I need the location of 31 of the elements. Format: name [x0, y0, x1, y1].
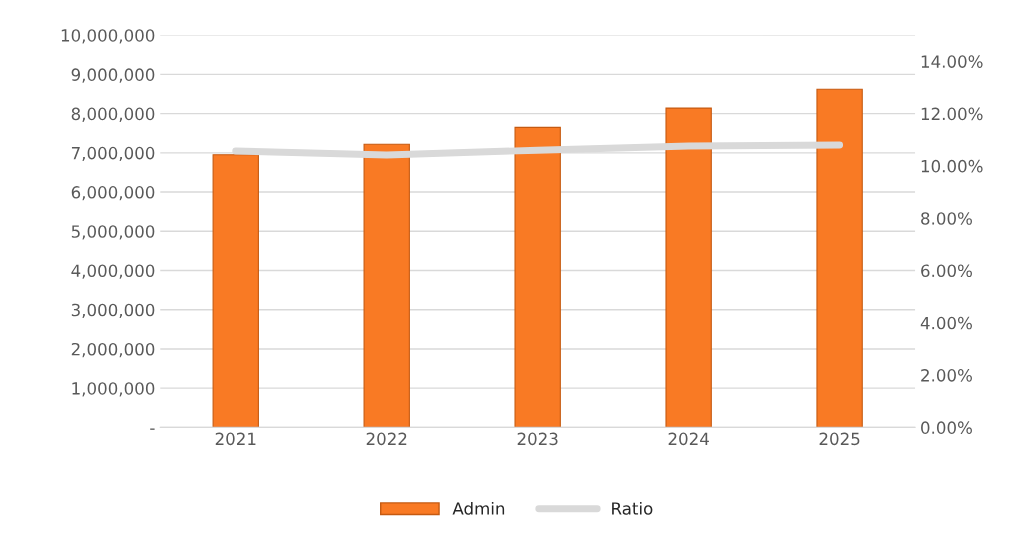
y-tick-label: 10,000,000	[61, 29, 155, 44]
y-tick-label: 3,000,000	[71, 303, 155, 318]
y-tick-label: 7,000,000	[71, 146, 155, 162]
legend-label: Ratio	[612, 501, 653, 515]
x-tick-label: 2024	[668, 432, 709, 446]
x-tick-label: 2022	[366, 432, 407, 446]
y-tick-label: 6,000,000	[71, 186, 155, 201]
y-tick-label: -	[150, 428, 155, 430]
y2-tick-label: 4.00%	[920, 316, 972, 330]
y2-tick-label: 6.00%	[921, 264, 972, 278]
y2-tick-label: 0.00%	[921, 421, 972, 434]
y2-tick-label: 8.00%	[921, 212, 972, 225]
bar	[363, 143, 410, 428]
bar	[665, 107, 712, 428]
y2-tick-label: 10.00%	[921, 159, 983, 173]
y-tick-label: 4,000,000	[71, 264, 155, 279]
y-tick-label: 8,000,000	[71, 107, 155, 122]
y2-tick-label: 12.00%	[921, 107, 983, 121]
y2-tick-label: 14.00%	[921, 55, 983, 68]
y-tick-label: 2,000,000	[71, 342, 155, 358]
y-tick-label: 1,000,000	[72, 382, 155, 397]
x-tick-label: 2021	[215, 432, 256, 446]
x-tick-label: 2025	[819, 432, 860, 446]
legend-label: Admin	[452, 501, 505, 515]
y-tick-label: 9,000,000	[71, 68, 155, 83]
y-tick-label: 5,000,000	[71, 225, 155, 240]
bar	[212, 154, 259, 428]
x-tick-label: 2023	[517, 432, 558, 446]
y2-tick-label: 2.00%	[921, 369, 972, 382]
bar	[514, 126, 561, 428]
bar	[816, 88, 863, 428]
